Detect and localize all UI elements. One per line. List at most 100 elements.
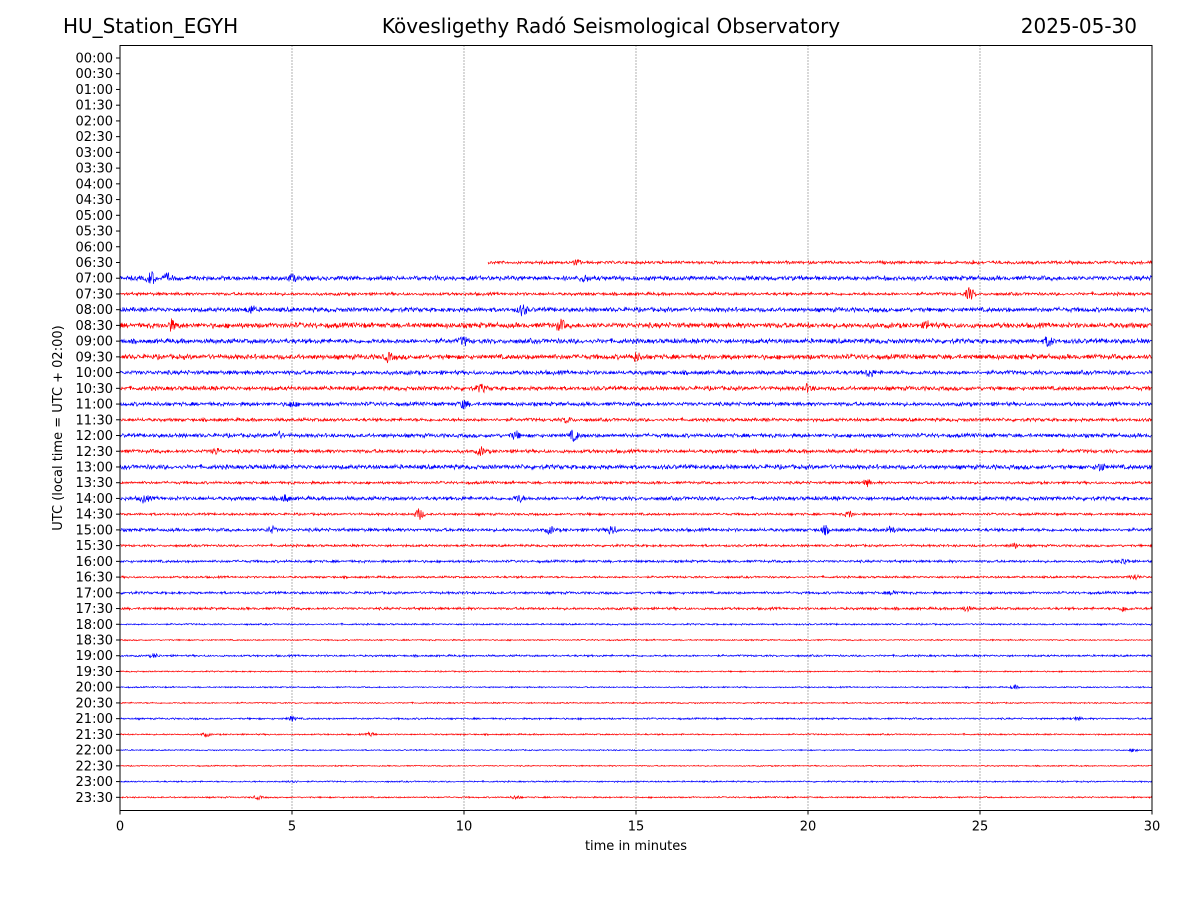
seismic-trace-2230 — [119, 764, 1153, 768]
x-tick-label: 0 — [116, 820, 124, 835]
y-tick-label: 13:00 — [76, 460, 113, 475]
seismic-trace-1430 — [119, 508, 1153, 520]
y-axis-label: UTC (local time = UTC + 02:00) — [51, 325, 66, 530]
seismic-trace-2300 — [119, 779, 1153, 784]
seismic-trace-1130 — [119, 416, 1153, 425]
seismic-trace-2030 — [119, 701, 1153, 705]
y-tick-label: 08:00 — [76, 303, 113, 318]
y-tick-label: 18:00 — [76, 618, 113, 633]
traces-group — [119, 258, 1153, 801]
y-tick-label: 01:30 — [76, 99, 113, 114]
y-tick-label: 00:00 — [76, 52, 113, 67]
y-tick-label: 22:00 — [76, 744, 113, 759]
seismic-trace-1300 — [119, 462, 1153, 472]
seismic-trace-1200 — [119, 429, 1153, 443]
y-tick-label: 07:30 — [76, 287, 113, 302]
seismic-trace-1930 — [119, 669, 1153, 673]
y-tick-label: 21:30 — [76, 728, 113, 743]
x-tick-label: 15 — [628, 820, 645, 835]
seismic-trace-1230 — [119, 446, 1153, 457]
y-tick-label: 18:30 — [76, 634, 113, 649]
y-tick-label: 09:30 — [76, 350, 113, 365]
y-tick-label: 11:00 — [76, 398, 113, 413]
seismic-trace-0630 — [487, 258, 1152, 266]
seismic-trace-1730 — [119, 605, 1153, 613]
y-tick-label: 15:00 — [76, 523, 113, 538]
observatory-title: Kövesligethy Radó Seismological Observat… — [381, 14, 841, 38]
x-tick-label: 20 — [800, 820, 817, 835]
seismic-trace-2000 — [119, 684, 1153, 690]
y-tick-label: 02:30 — [76, 130, 113, 145]
y-tick-label: 03:00 — [76, 146, 113, 161]
x-tick-label: 30 — [1144, 820, 1161, 835]
y-tick-label: 04:00 — [76, 177, 113, 192]
y-tick-label: 14:00 — [76, 492, 113, 507]
y-tick-label: 06:00 — [76, 240, 113, 255]
y-tick-label: 17:30 — [76, 602, 113, 617]
seismic-trace-0930 — [119, 351, 1153, 364]
x-tick-label: 25 — [972, 820, 989, 835]
seismic-trace-1800 — [119, 622, 1153, 627]
seismic-trace-1530 — [119, 542, 1153, 550]
y-tick-label: 10:00 — [76, 366, 113, 381]
seismic-trace-1400 — [119, 494, 1153, 504]
x-tick-label: 10 — [456, 820, 473, 835]
y-tick-label: 23:30 — [76, 791, 113, 806]
y-tick-label: 13:30 — [76, 476, 113, 491]
seismic-trace-1630 — [119, 573, 1153, 581]
y-tick-label: 00:30 — [76, 67, 113, 82]
seismic-trace-2330 — [119, 795, 1153, 801]
y-tick-label: 20:30 — [76, 696, 113, 711]
seismic-trace-1700 — [119, 590, 1153, 596]
x-axis: 0 5 10 15 20 25 30 — [116, 810, 1161, 835]
y-tick-label: 17:00 — [76, 586, 113, 601]
y-tick-label: 19:00 — [76, 649, 113, 664]
y-tick-label: 11:30 — [76, 413, 113, 428]
y-tick-label: 04:30 — [76, 193, 113, 208]
y-tick-label: 07:00 — [76, 272, 113, 287]
y-tick-label: 06:30 — [76, 256, 113, 271]
seismic-trace-1000 — [119, 368, 1153, 378]
seismic-trace-1500 — [119, 524, 1153, 536]
grid-lines — [291, 45, 981, 811]
seismic-trace-2130 — [119, 731, 1152, 738]
y-tick-label: 12:30 — [76, 445, 113, 460]
y-tick-label: 21:00 — [76, 712, 113, 727]
seismic-trace-1330 — [119, 479, 1153, 488]
seismic-trace-2100 — [119, 715, 1153, 722]
y-tick-label: 05:30 — [76, 225, 113, 240]
seismic-trace-2200 — [119, 748, 1153, 753]
y-tick-label: 02:00 — [76, 114, 113, 129]
seismic-trace-0730 — [119, 287, 1153, 300]
station-name: HU_Station_EGYH — [63, 14, 239, 38]
y-tick-label: 09:00 — [76, 335, 113, 350]
y-tick-label: 19:30 — [76, 665, 113, 680]
seismic-trace-1100 — [119, 399, 1153, 410]
seismic-trace-1030 — [119, 383, 1153, 394]
x-axis-label: time in minutes — [585, 839, 687, 854]
plot-date: 2025-05-30 — [1020, 14, 1137, 38]
seismic-trace-0700 — [119, 271, 1153, 285]
y-tick-label: 03:30 — [76, 162, 113, 177]
seismic-trace-0800 — [119, 304, 1153, 317]
seismic-trace-0830 — [119, 318, 1153, 332]
y-tick-label: 16:00 — [76, 555, 113, 570]
y-axis: 00:0000:3001:0001:3002:0002:3003:0003:30… — [76, 52, 120, 806]
y-tick-label: 01:00 — [76, 83, 113, 98]
y-tick-label: 23:00 — [76, 775, 113, 790]
y-tick-label: 16:30 — [76, 571, 113, 586]
y-tick-label: 10:30 — [76, 382, 113, 397]
y-tick-label: 12:00 — [76, 429, 113, 444]
seismic-trace-1830 — [119, 638, 1153, 642]
y-tick-label: 05:00 — [76, 209, 113, 224]
seismic-trace-0900 — [119, 336, 1153, 348]
seismic-trace-1600 — [119, 558, 1153, 566]
y-tick-label: 14:30 — [76, 508, 113, 523]
x-tick-label: 5 — [288, 820, 296, 835]
seismic-trace-1900 — [119, 652, 1153, 659]
y-tick-label: 22:30 — [76, 759, 113, 774]
y-tick-label: 15:30 — [76, 539, 113, 554]
y-tick-label: 20:00 — [76, 681, 113, 696]
y-tick-label: 08:30 — [76, 319, 113, 334]
